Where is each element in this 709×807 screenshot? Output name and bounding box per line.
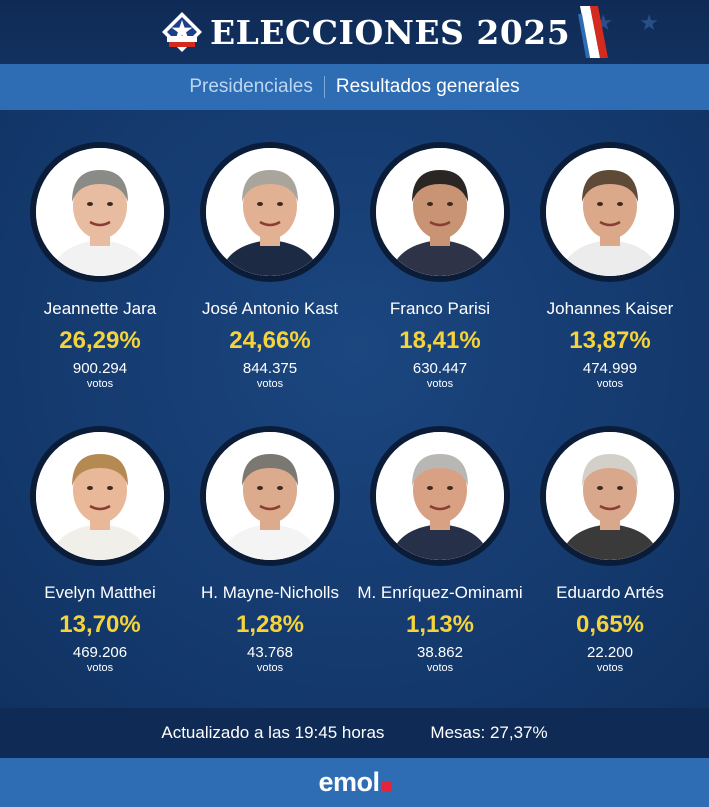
candidate-avatar xyxy=(546,148,674,276)
results-panel: Jeannette Jara 26,29% 900.294 votos José… xyxy=(0,110,709,708)
sub-navigation: Presidenciales Resultados generales xyxy=(0,64,709,110)
person-portrait-icon xyxy=(206,432,334,560)
flag-stripes-icon xyxy=(578,6,609,58)
votes-label: votos xyxy=(426,662,454,674)
candidate-votes: 474.999 xyxy=(582,360,638,377)
candidate-card[interactable]: M. Enríquez-Ominami 1,13% 38.862 votos xyxy=(355,426,525,674)
candidate-photo-frame xyxy=(540,142,680,282)
candidate-name: H. Mayne-Nicholls xyxy=(201,583,339,602)
candidate-name: Jeannette Jara xyxy=(43,299,157,318)
candidate-card[interactable]: José Antonio Kast 24,66% 844.375 votos xyxy=(185,142,355,390)
title-block: ELECCIONES 2025 xyxy=(160,6,609,58)
updated-time: Actualizado a las 19:45 horas xyxy=(161,723,385,742)
person-portrait-icon xyxy=(546,148,674,276)
person-portrait-icon xyxy=(206,148,334,276)
candidate-card[interactable]: Eduardo Artés 0,65% 22.200 votos xyxy=(525,426,695,674)
decorative-stars-icon: ★ ★ xyxy=(593,10,669,35)
candidate-percent: 26,29% xyxy=(59,327,141,354)
page-title: ELECCIONES 2025 xyxy=(210,12,571,52)
brand-bar: emol xyxy=(0,758,709,807)
candidate-photo-frame xyxy=(30,142,170,282)
candidates-grid: Jeannette Jara 26,29% 900.294 votos José… xyxy=(15,142,695,674)
candidate-percent: 24,66% xyxy=(229,327,311,354)
candidate-percent: 13,70% xyxy=(59,611,141,638)
candidate-name: Johannes Kaiser xyxy=(546,299,674,318)
candidate-card[interactable]: Franco Parisi 18,41% 630.447 votos xyxy=(355,142,525,390)
candidate-photo-frame xyxy=(370,426,510,566)
candidate-avatar xyxy=(376,432,504,560)
candidate-photo-frame xyxy=(370,142,510,282)
candidate-photo-frame xyxy=(30,426,170,566)
candidate-name: M. Enríquez-Ominami xyxy=(357,583,523,602)
candidate-name: Evelyn Matthei xyxy=(44,583,156,602)
votes-label: votos xyxy=(596,662,624,674)
candidate-photo-frame xyxy=(200,142,340,282)
person-portrait-icon xyxy=(36,148,164,276)
tab-presidenciales[interactable]: Presidenciales xyxy=(189,76,313,97)
brand-dot-icon xyxy=(381,782,391,791)
brand-logo[interactable]: emol xyxy=(318,767,391,798)
candidate-name: Franco Parisi xyxy=(389,299,491,318)
person-portrait-icon xyxy=(376,432,504,560)
votes-label: votos xyxy=(86,378,114,390)
candidate-photo-frame xyxy=(200,426,340,566)
candidate-votes: 22.200 xyxy=(587,644,633,661)
tab-resultados-generales[interactable]: Resultados generales xyxy=(335,76,520,97)
candidate-avatar xyxy=(36,432,164,560)
candidate-votes: 43.768 xyxy=(247,644,293,661)
votes-label: votos xyxy=(256,378,284,390)
candidate-avatar xyxy=(546,432,674,560)
person-portrait-icon xyxy=(36,432,164,560)
candidate-card[interactable]: H. Mayne-Nicholls 1,28% 43.768 votos xyxy=(185,426,355,674)
candidate-votes: 900.294 xyxy=(72,360,128,377)
person-portrait-icon xyxy=(546,432,674,560)
candidate-card[interactable]: Evelyn Matthei 13,70% 469.206 votos xyxy=(15,426,185,674)
candidate-name: Eduardo Artés xyxy=(556,583,664,602)
chile-star-icon xyxy=(162,12,202,52)
votes-label: votos xyxy=(596,378,624,390)
candidate-votes: 844.375 xyxy=(242,360,298,377)
candidate-percent: 1,28% xyxy=(235,611,305,638)
divider xyxy=(323,76,325,98)
candidate-card[interactable]: Jeannette Jara 26,29% 900.294 votos xyxy=(15,142,185,390)
votes-label: votos xyxy=(86,662,114,674)
status-bar: Actualizado a las 19:45 horas Mesas: 27,… xyxy=(0,708,709,758)
candidate-percent: 0,65% xyxy=(575,611,645,638)
candidate-avatar xyxy=(206,432,334,560)
votes-label: votos xyxy=(256,662,284,674)
candidate-votes: 38.862 xyxy=(417,644,463,661)
candidate-avatar xyxy=(206,148,334,276)
candidate-name: José Antonio Kast xyxy=(201,299,339,318)
candidate-percent: 1,13% xyxy=(405,611,475,638)
candidate-avatar xyxy=(36,148,164,276)
tables-counted: Mesas: 27,37% xyxy=(430,723,548,742)
header: ★ ★ ELECCIONES 2025 xyxy=(0,0,709,64)
candidate-card[interactable]: Johannes Kaiser 13,87% 474.999 votos xyxy=(525,142,695,390)
candidate-percent: 18,41% xyxy=(399,327,481,354)
candidate-avatar xyxy=(376,148,504,276)
candidate-photo-frame xyxy=(540,426,680,566)
votes-label: votos xyxy=(426,378,454,390)
candidate-votes: 469.206 xyxy=(72,644,128,661)
person-portrait-icon xyxy=(376,148,504,276)
candidate-votes: 630.447 xyxy=(412,360,468,377)
candidate-percent: 13,87% xyxy=(569,327,651,354)
